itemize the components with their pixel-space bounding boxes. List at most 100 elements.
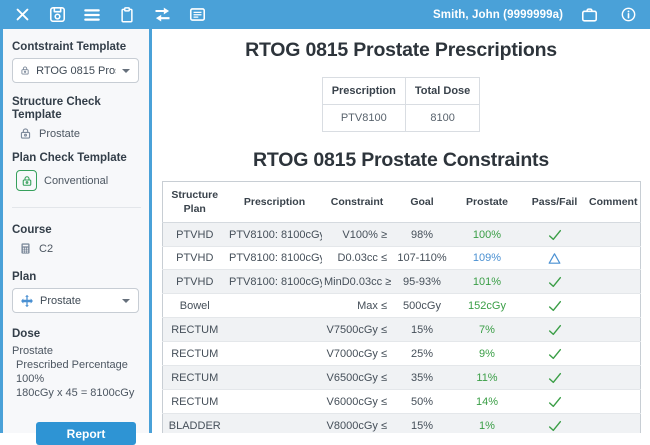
constraint-row: BLADDER V8000cGy ≤ 15% 1% [162, 413, 640, 433]
cx-header-structure-plan: Structure Plan [162, 181, 227, 224]
cell-goal: 35% [392, 365, 452, 390]
cx-header-comment: Comment [587, 181, 640, 224]
cell-structure: PTVHD [162, 222, 227, 247]
constraints-title: RTOG 0815 Prostate Constraints [253, 149, 549, 171]
cell-structure: RECTUM [162, 317, 227, 342]
cell-prescription [227, 317, 322, 342]
cell-comment [587, 246, 640, 270]
cell-result: 14% [452, 389, 522, 414]
lock-icon [20, 128, 31, 139]
cell-prescription [227, 389, 322, 414]
cell-goal: 25% [392, 341, 452, 366]
cell-constraint: V6500cGy ≤ [322, 365, 392, 390]
cell-comment [587, 365, 640, 390]
rx-cell-prescription: PTV8100 [321, 104, 406, 132]
constraint-row: RECTUM V6500cGy ≤ 35% 11% [162, 365, 640, 390]
cell-constraint: V8000cGy ≤ [322, 413, 392, 433]
cell-structure: RECTUM [162, 389, 227, 414]
cell-goal: 98% [392, 222, 452, 247]
cell-structure: Bowel [162, 293, 227, 318]
info-button[interactable] [615, 2, 641, 28]
topbar-right: Smith, John (9999999a) [433, 2, 641, 28]
cell-constraint: V7000cGy ≤ [322, 341, 392, 366]
cell-passfail [522, 389, 587, 414]
cx-header-goal: Goal [392, 181, 452, 224]
cell-passfail [522, 293, 587, 318]
cell-prescription [227, 413, 322, 433]
close-icon [16, 8, 28, 21]
briefcase-icon [581, 8, 597, 22]
pass-check-icon [548, 372, 561, 383]
rx-cell-total-dose: 8100 [404, 104, 481, 132]
constraint-row: PTVHD PTV8100: 8100cGy D0.03cc ≤ 107-110… [162, 246, 640, 270]
dose-label: Dose [12, 328, 41, 340]
constraint-row: RECTUM V7000cGy ≤ 25% 9% [162, 341, 640, 366]
rx-header-total-dose: Total Dose [404, 77, 481, 105]
cell-constraint: D0.03cc ≤ [322, 246, 392, 270]
cell-goal: 107-110% [392, 246, 452, 270]
cell-prescription [227, 365, 322, 390]
cell-constraint: V100% ≥ [322, 222, 392, 247]
calculator-icon [21, 243, 30, 254]
move-icon [21, 294, 33, 307]
cell-constraint: V6000cGy ≤ [322, 389, 392, 414]
cx-header-passfail: Pass/Fail [522, 181, 587, 224]
sidebar-main-divider [149, 29, 152, 433]
cx-header-prostate: Prostate [452, 181, 522, 224]
warn-triangle-icon [548, 253, 561, 264]
pass-check-icon [548, 229, 561, 240]
cell-goal: 15% [392, 413, 452, 433]
notes-button[interactable] [184, 2, 210, 28]
pass-check-icon [548, 396, 561, 407]
constraint-row: RECTUM V6000cGy ≤ 50% 14% [162, 389, 640, 414]
close-button[interactable] [9, 2, 35, 28]
clipboard-icon [121, 6, 133, 22]
cell-prescription [227, 341, 322, 366]
constraint-row: PTVHD PTV8100: 8100cGy MinD0.03cc ≥ 95-9… [162, 269, 640, 294]
course-value-row: C2 [19, 242, 143, 255]
clipboard-button[interactable] [114, 2, 140, 28]
cell-comment [587, 222, 640, 247]
cell-goal: 15% [392, 317, 452, 342]
structure-check-template-value-row: Prostate [19, 127, 143, 140]
cell-comment [587, 413, 640, 433]
constraint-row: RECTUM V7500cGy ≤ 15% 7% [162, 317, 640, 342]
cell-prescription: PTV8100: 8100cGy [227, 269, 322, 294]
plan-value: Prostate [40, 294, 81, 307]
menu-button[interactable] [79, 2, 105, 28]
cell-structure: PTVHD [162, 269, 227, 294]
sidebar: Contstraint Template RTOG 0815 Prostate … [0, 29, 149, 445]
cell-comment [587, 269, 640, 294]
dose-fractionation: 180cGy x 45 = 8100cGy [16, 387, 135, 399]
plan-dropdown[interactable]: Prostate [12, 288, 139, 313]
report-button[interactable]: Report [36, 422, 136, 445]
course-value: C2 [39, 242, 54, 255]
cell-passfail [522, 246, 587, 270]
lock-icon [21, 66, 29, 75]
pass-check-icon [548, 276, 561, 287]
structure-check-template-value: Prostate [39, 127, 80, 140]
briefcase-button[interactable] [576, 2, 602, 28]
prescriptions-table: Prescription Total Dose PTV8100 8100 [321, 77, 481, 132]
notes-icon [189, 8, 205, 21]
cell-result: 152cGy [452, 293, 522, 318]
cell-goal: 500cGy [392, 293, 452, 318]
chevron-down-icon [122, 298, 130, 303]
cx-header-prescription: Prescription [227, 181, 322, 224]
rx-header-prescription: Prescription [321, 77, 406, 105]
info-icon [621, 7, 635, 22]
save-button[interactable] [44, 2, 70, 28]
transfer-button[interactable] [149, 2, 175, 28]
cell-passfail [522, 317, 587, 342]
constraint-template-dropdown[interactable]: RTOG 0815 Prostate [12, 58, 139, 83]
cell-prescription [227, 293, 322, 318]
cell-structure: BLADDER [162, 413, 227, 433]
cell-result: 7% [452, 317, 522, 342]
cx-header-constraint: Constraint [322, 181, 392, 224]
topbar: Smith, John (9999999a) [0, 0, 650, 29]
plan-label: Plan [12, 271, 37, 283]
cell-passfail [522, 365, 587, 390]
constraints-table: Structure Plan Prescription Constraint G… [161, 181, 641, 433]
chevron-down-icon [122, 68, 130, 73]
prescriptions-title: RTOG 0815 Prostate Prescriptions [245, 39, 557, 61]
